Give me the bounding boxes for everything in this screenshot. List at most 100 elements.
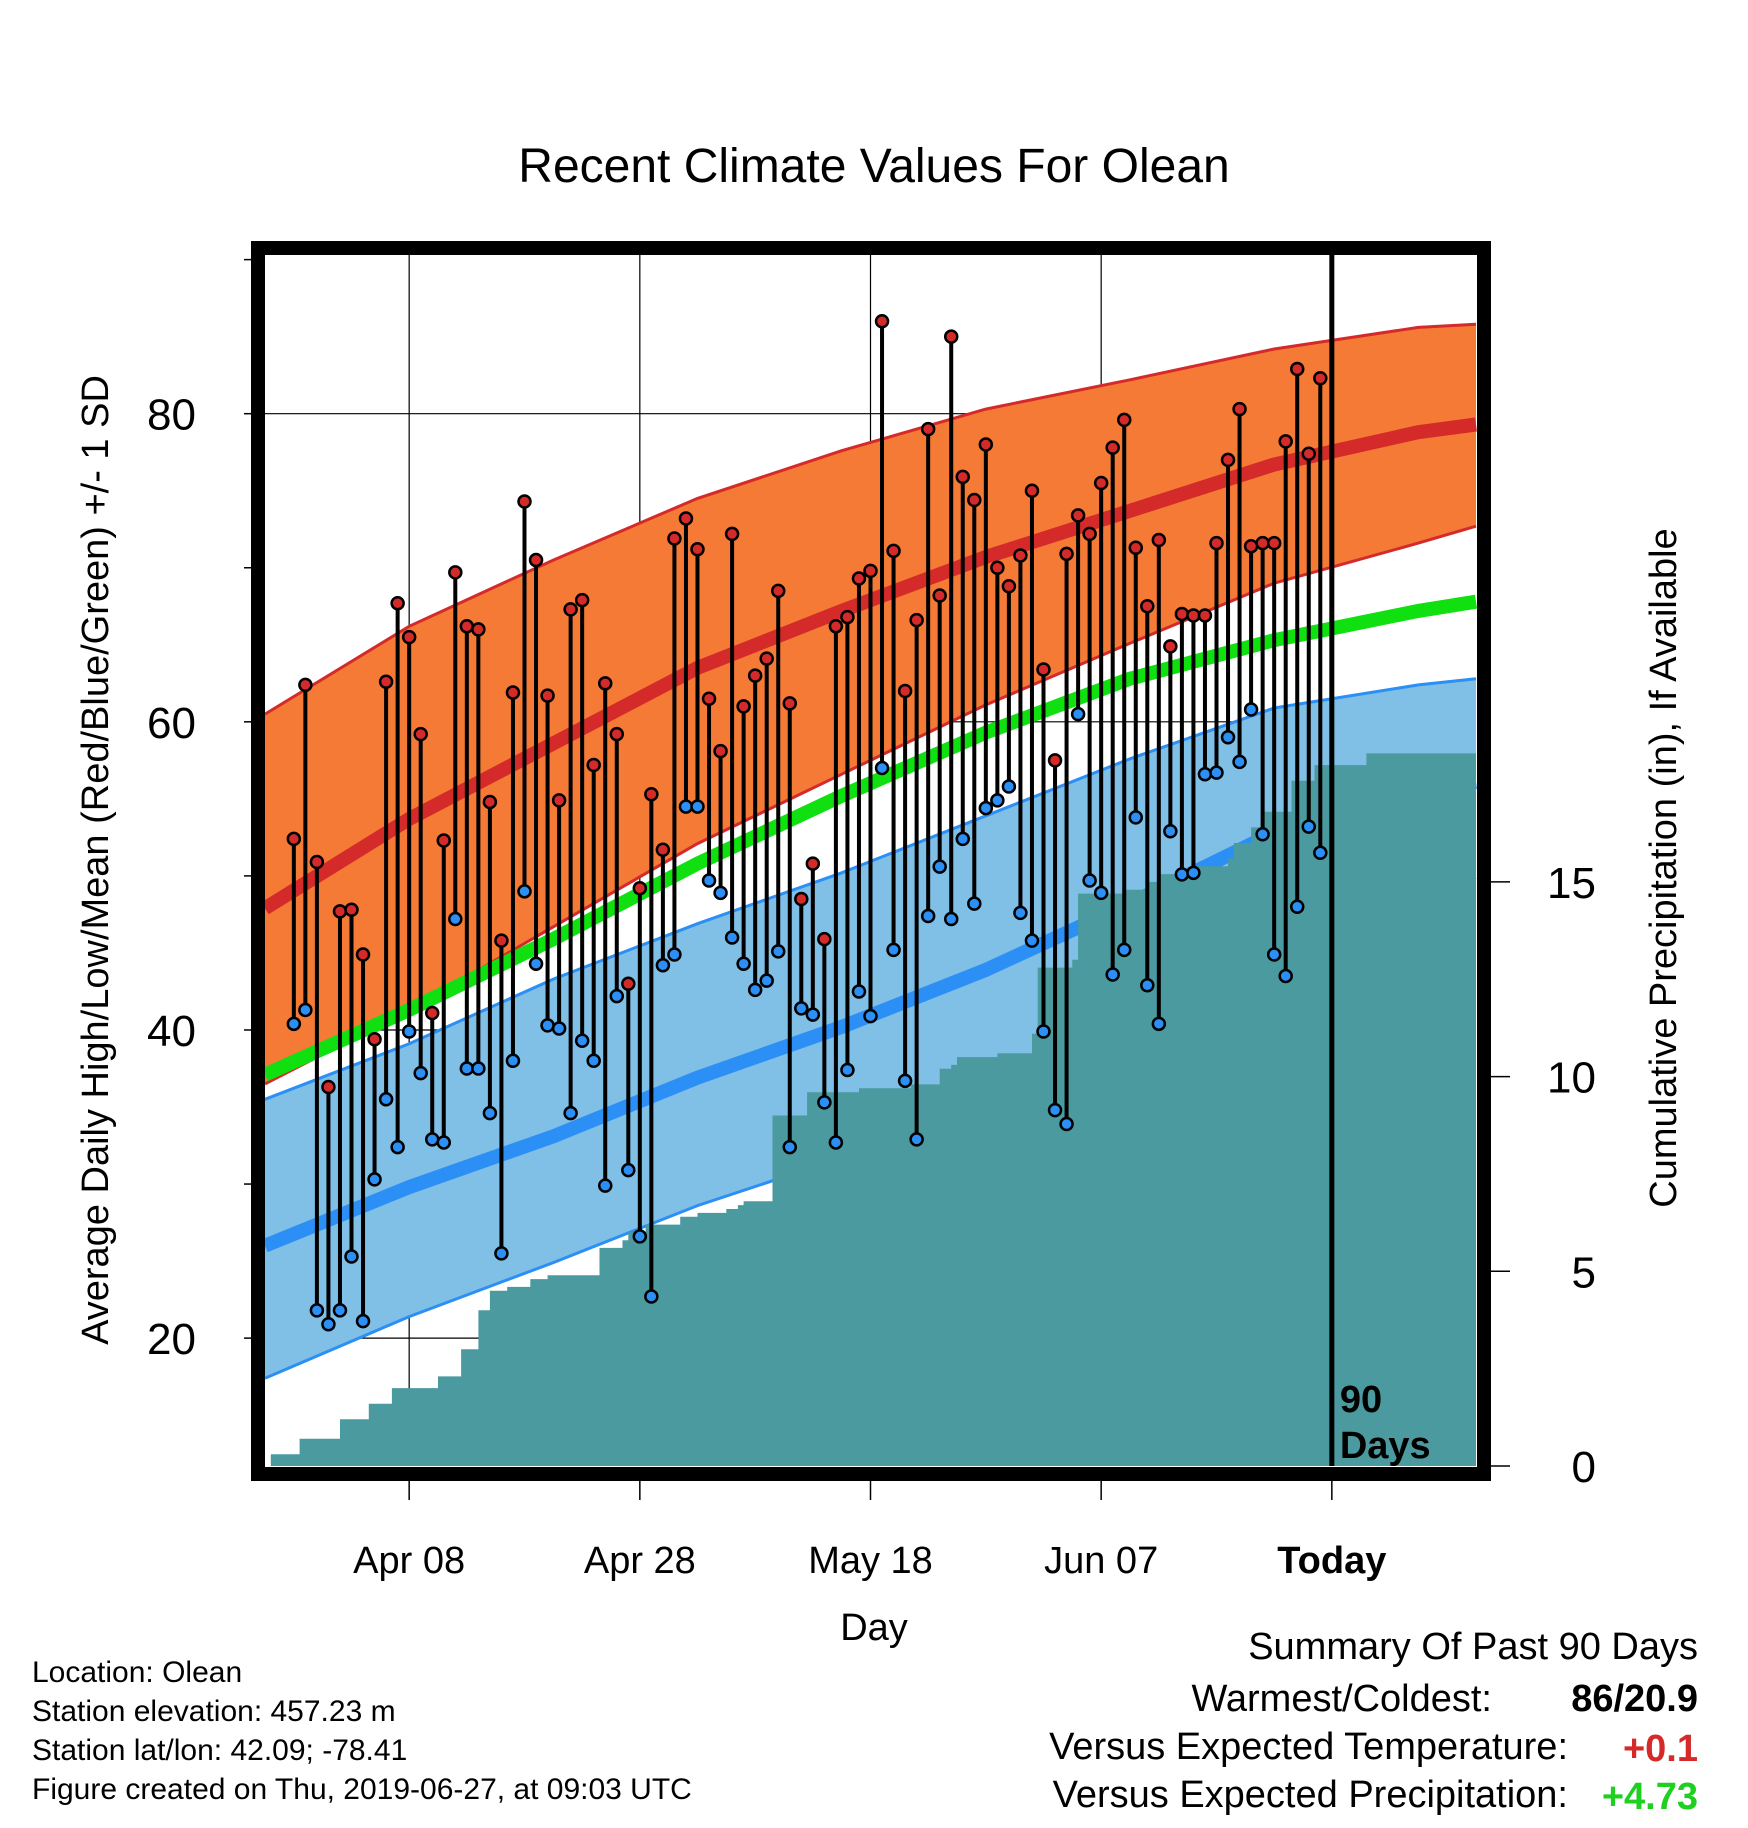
- daily-low-point: [309, 1303, 325, 1318]
- daily-low-point: [367, 1172, 382, 1187]
- y-tick-label: 20: [147, 1315, 196, 1364]
- precip-vs-expected-label: Versus Expected Precipitation:: [1052, 1774, 1568, 1816]
- normal-mean-line: [262, 594, 1478, 1082]
- daily-low-point: [747, 982, 763, 998]
- daily-high-point: [401, 629, 417, 645]
- daily-high-point: [932, 588, 947, 603]
- daily-low-point: [990, 793, 1005, 808]
- daily-high-point: [943, 329, 959, 344]
- daily-high-point: [517, 494, 532, 509]
- daily-low-point: [344, 1249, 359, 1264]
- daily-high-point: [655, 842, 671, 857]
- daily-high-point: [378, 674, 394, 690]
- daily-high-point: [897, 683, 913, 699]
- y2-tick-label: 10: [1547, 1054, 1596, 1103]
- x-tick-label: Apr 28: [584, 1540, 696, 1582]
- low-sd-band: [265, 678, 1476, 1379]
- x-tick-label: Apr 08: [353, 1540, 465, 1582]
- daily-high-point: [494, 933, 509, 948]
- daily-low-point: [1140, 978, 1155, 993]
- daily-high-point: [424, 1005, 440, 1021]
- x-axis-label: Day: [840, 1607, 908, 1649]
- warmest-coldest-value: 86/20.9: [1571, 1678, 1698, 1720]
- daily-low-point: [621, 1162, 636, 1178]
- daily-high-point: [505, 685, 521, 700]
- daily-high-point: [1186, 608, 1201, 623]
- daily-high-point: [920, 421, 936, 437]
- daily-high-point: [540, 688, 555, 703]
- y-tick-label: 40: [147, 1007, 196, 1056]
- x-tick-label: May 18: [808, 1540, 933, 1582]
- daily-high-point: [1301, 446, 1317, 462]
- daily-low-point: [1116, 942, 1132, 958]
- daily-low-point: [1313, 845, 1328, 861]
- daily-low-point: [517, 884, 532, 899]
- daily-low-point: [1174, 867, 1190, 882]
- daily-low-point: [1163, 823, 1178, 839]
- daily-high-point: [713, 743, 728, 759]
- daily-low-point: [1278, 968, 1293, 984]
- daily-high-point: [586, 757, 601, 773]
- temp-vs-expected-value: +0.1: [1622, 1728, 1698, 1770]
- daily-high-point: [1313, 371, 1328, 386]
- daily-high-point: [1047, 753, 1063, 768]
- daily-low-point: [597, 1178, 613, 1193]
- daily-high-point: [770, 583, 786, 599]
- daily-high-point: [967, 492, 982, 508]
- daily-low-point: [1024, 933, 1040, 948]
- daily-low-point: [586, 1053, 601, 1069]
- daily-low-point: [401, 1024, 417, 1039]
- daily-high-point: [1128, 540, 1144, 555]
- daily-low-point: [1151, 1016, 1167, 1032]
- daily-low-point: [1220, 729, 1236, 745]
- daily-low-point: [355, 1313, 371, 1329]
- daily-low-point: [459, 1061, 475, 1076]
- daily-low-point: [759, 973, 774, 988]
- daily-low-point: [932, 859, 947, 874]
- high-sd-band-upper-edge: [264, 322, 1477, 716]
- daily-high-point: [817, 931, 832, 947]
- daily-high-point: [747, 668, 763, 683]
- daily-low-point: [655, 958, 671, 973]
- cumulative-precip-area: [265, 753, 1476, 1466]
- daily-low-point: [886, 942, 901, 958]
- daily-low-point: [1186, 865, 1201, 881]
- daily-low-point: [448, 911, 463, 927]
- temp-vs-expected-label: Versus Expected Temperature:: [1049, 1726, 1568, 1768]
- daily-low-point: [736, 956, 751, 971]
- period-label: 90: [1340, 1379, 1382, 1421]
- daily-high-point: [1174, 606, 1190, 622]
- daily-high-point: [1001, 579, 1017, 594]
- daily-low-point: [794, 1001, 809, 1016]
- daily-high-point: [874, 314, 890, 329]
- daily-high-point: [863, 563, 878, 579]
- daily-high-point: [840, 609, 855, 625]
- daily-low-point: [1093, 885, 1109, 901]
- daily-high-point: [298, 677, 313, 693]
- daily-high-point: [1105, 440, 1120, 455]
- y-axis-label: Average Daily High/Low/Mean (Red/Blue/Gr…: [75, 375, 117, 1345]
- x-tick-label: Jun 07: [1044, 1540, 1158, 1582]
- daily-high-point: [286, 831, 302, 847]
- daily-low-point: [286, 1016, 302, 1032]
- daily-low-point: [332, 1303, 348, 1318]
- daily-high-point: [1255, 535, 1270, 551]
- daily-high-point: [1209, 535, 1224, 551]
- daily-low-point: [632, 1229, 648, 1244]
- daily-high-point: [644, 786, 659, 802]
- daily-low-point: [863, 1008, 878, 1024]
- daily-low-point: [701, 873, 717, 888]
- daily-high-point: [321, 1079, 336, 1095]
- daily-high-point: [471, 622, 486, 637]
- daily-high-point: [828, 619, 844, 634]
- latlon-text: Station lat/lon: 42.09; -78.41: [32, 1734, 408, 1767]
- daily-low-point: [690, 799, 705, 814]
- daily-low-point: [494, 1246, 509, 1261]
- daily-low-point: [424, 1132, 440, 1147]
- daily-low-point: [298, 1002, 313, 1018]
- daily-high-point: [551, 793, 567, 808]
- daily-low-point: [609, 988, 625, 1004]
- daily-high-point: [436, 833, 452, 848]
- daily-low-point: [551, 1021, 567, 1036]
